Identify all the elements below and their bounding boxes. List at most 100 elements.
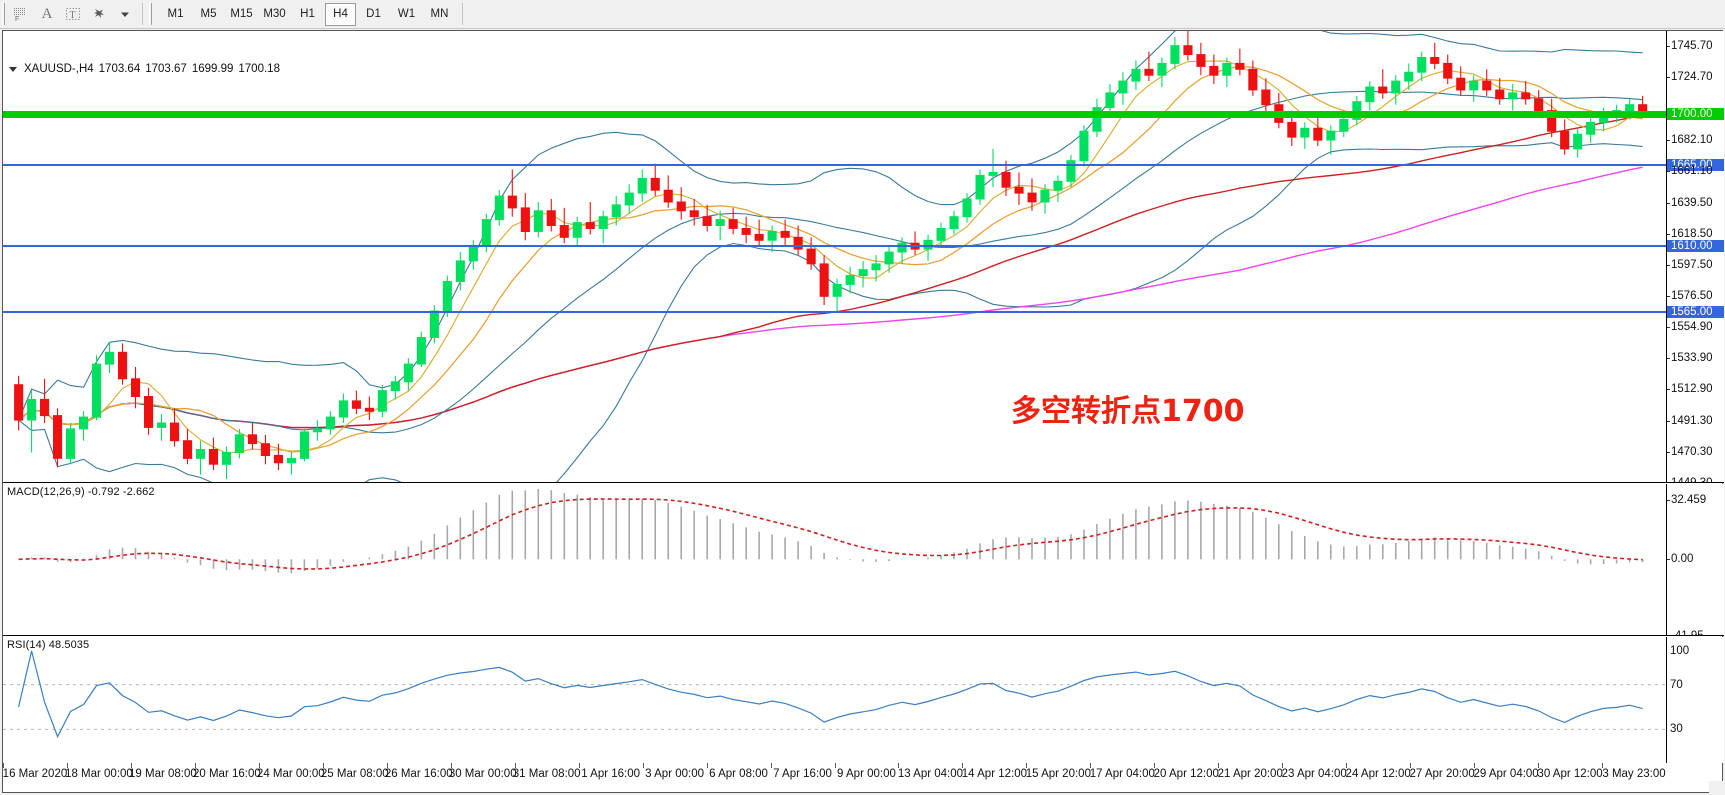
candle-body	[1417, 57, 1427, 73]
timeframe-m15[interactable]: M15	[230, 8, 253, 20]
time-tick-mark	[1538, 763, 1540, 768]
bollinger-middle-line	[18, 90, 1643, 434]
price-axis[interactable]: 1745.70 1724.70 1700.00 1682.10 1665.00 1661.…	[1666, 31, 1724, 482]
price-level-badge-156500[interactable]: 1565.00	[1667, 306, 1724, 319]
timeframe-d1[interactable]: D1	[366, 8, 381, 20]
price-tick-144930: 1449.30	[1671, 477, 1713, 482]
macd-series	[18, 489, 1644, 574]
bollinger-lower-line	[18, 142, 1643, 482]
candle-body	[66, 428, 76, 459]
time-axis[interactable]: 16 Mar 2020 18 Mar 00:00 19 Mar 08:00 20 Ma…	[2, 763, 1723, 793]
timeframe-m5[interactable]: M5	[200, 8, 217, 20]
price-level-badge-161000[interactable]: 1610.00	[1667, 240, 1724, 253]
price-level-badge-166500[interactable]: 1665.00	[1667, 159, 1724, 172]
hline-166500[interactable]	[3, 164, 1666, 167]
time-label-12: 7 Apr 16:00	[773, 768, 832, 780]
time-label-8: 31 Mar 08:00	[512, 768, 581, 780]
text-a-icon[interactable]: A	[41, 5, 53, 22]
toolbar-grip[interactable]	[2, 3, 8, 25]
price-tick-147030: 1470.30	[1667, 446, 1713, 459]
rsi-indicator-label: RSI(14) 48.5035	[7, 639, 90, 651]
time-label-10: 3 Apr 00:00	[645, 768, 705, 780]
chart-menu-caret-icon[interactable]	[9, 66, 17, 72]
candle-body	[1261, 89, 1271, 106]
ma-slow-line	[18, 166, 1643, 429]
timeframe-h1[interactable]: H1	[300, 8, 315, 20]
main-toolbar: F A T M1 M5 M15 M30 H1 H4 D1 W1 MN	[0, 0, 1725, 29]
candle-body	[845, 275, 855, 285]
time-label-13: 9 Apr 00:00	[837, 768, 896, 780]
rsi-axis[interactable]: 100 70 30	[1666, 637, 1724, 763]
candle-body	[1183, 45, 1193, 55]
time-tick-mark	[898, 763, 900, 768]
time-tick-mark	[1474, 763, 1476, 768]
candle-body	[1079, 130, 1089, 162]
rsi-tick-70: 70	[1670, 678, 1683, 691]
macd-tick-0: 32.459	[1666, 494, 1707, 506]
candle-body	[832, 284, 842, 297]
chart-area[interactable]: XAUUSD-,H4 1703.64 1703.67 1699.99 1700.…	[2, 30, 1724, 763]
candle-body	[663, 189, 673, 203]
candle-body	[1456, 77, 1466, 91]
time-tick-mark	[1602, 763, 1604, 768]
rsi-line	[18, 650, 1643, 739]
candle-body	[806, 248, 816, 265]
timeframe-grip[interactable]	[149, 3, 155, 25]
candle-body	[572, 222, 582, 238]
candle-body	[1131, 68, 1141, 82]
scroll-corner[interactable]	[1709, 781, 1723, 795]
timeframe-w1[interactable]: W1	[397, 8, 416, 20]
candle-body	[702, 216, 712, 226]
candle-body	[546, 210, 556, 227]
svg-text:F: F	[15, 16, 19, 22]
rsi-pane[interactable]: RSI(14) 48.5035 100 70 30	[3, 637, 1724, 763]
candle-body	[27, 398, 37, 421]
candle-body	[1053, 180, 1063, 191]
timeframe-m30[interactable]: M30	[263, 8, 286, 20]
candle-body	[1339, 118, 1349, 132]
timeframe-mn[interactable]: MN	[430, 8, 449, 20]
candle-body	[741, 228, 751, 235]
candle-body	[689, 210, 699, 218]
time-tick-mark	[1282, 763, 1284, 768]
time-tick-mark	[1026, 763, 1028, 768]
candle-body	[1326, 130, 1336, 141]
candle-body	[1573, 133, 1583, 150]
hline-161000[interactable]	[3, 245, 1666, 248]
candle-body	[14, 384, 24, 421]
timeframe-group: M1 M5 M15 M30 H1 H4 D1 W1 MN	[159, 2, 456, 26]
candle-body	[1196, 54, 1206, 67]
candle-body	[299, 431, 309, 459]
time-tick-mark	[450, 763, 452, 768]
candle-body	[1534, 98, 1544, 112]
time-tick-mark	[514, 763, 516, 768]
timeframe-m1[interactable]: M1	[167, 8, 184, 20]
ma-medium-line	[18, 114, 1643, 429]
timeframe-h4[interactable]: H4	[325, 2, 356, 26]
hline-170000[interactable]	[3, 110, 1666, 118]
hline-156500[interactable]	[3, 311, 1666, 314]
time-tick-mark	[130, 763, 132, 768]
dropdown-arrow-icon[interactable]	[112, 2, 138, 26]
quote-high: 1703.67	[145, 63, 187, 75]
macd-pane[interactable]: MACD(12,26,9) -0.792 -2.662 32.459 0.00 -4…	[3, 484, 1724, 636]
text-label-icon[interactable]: T	[60, 2, 86, 26]
candle-body	[1560, 130, 1570, 150]
price-tick-161850: 1618.50	[1667, 227, 1713, 240]
price-pane[interactable]: 多空转折点1700 1745.70 1724.70 1700.00 1682.10 16…	[3, 31, 1724, 483]
candle-body	[1157, 62, 1167, 76]
candle-body	[1443, 62, 1453, 79]
grid-f-icon[interactable]: F	[8, 2, 34, 26]
candle-body	[611, 204, 621, 218]
macd-signal-line	[18, 498, 1643, 570]
price-level-badge-170000[interactable]: 1700.00	[1667, 107, 1724, 120]
candle-body	[1495, 89, 1505, 100]
candle-body	[494, 195, 504, 221]
candle-body	[1300, 127, 1310, 138]
objects-icon[interactable]	[86, 2, 112, 26]
candle-body	[533, 210, 543, 232]
candle-body	[144, 396, 154, 428]
macd-histogram	[30, 489, 1644, 574]
candle-body	[1014, 186, 1024, 194]
macd-axis[interactable]: 32.459 0.00 -41.95	[1666, 484, 1724, 635]
